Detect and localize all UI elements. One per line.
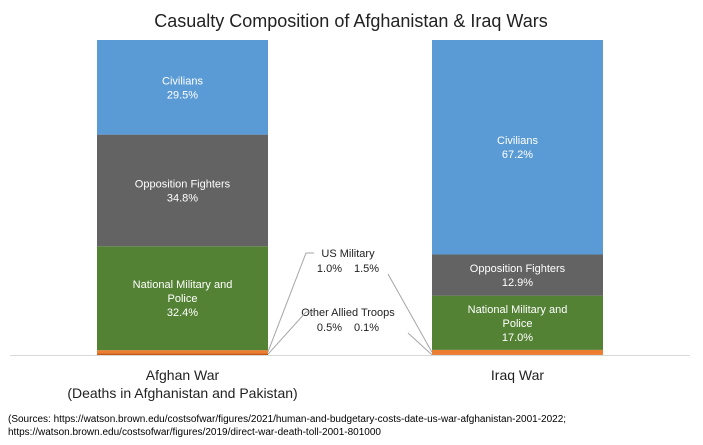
data-label-iraq-war-civilians: Civilians [497, 135, 538, 147]
data-label-iraq-war-opposition-fighters: Opposition Fighters [470, 263, 566, 275]
data-label-iraq-war-opposition-fighters: 12.9% [502, 277, 533, 289]
data-label-iraq-war-national-military-and-police: National Military and [468, 304, 568, 316]
data-label-afghan-war-opposition-fighters: 34.8% [167, 192, 198, 204]
callout-us-military: US Military [321, 248, 375, 260]
bar-iraq-war-opposition-fighters [432, 254, 603, 296]
bar-afghan-war-national-military-and-police [97, 246, 268, 351]
bar-afghan-war-civilians [97, 40, 268, 135]
data-label-iraq-war-national-military-and-police: Police [503, 318, 533, 330]
data-label-afghan-war-national-military-and-police: Police [168, 293, 198, 305]
bar-afghan-war-opposition-fighters [97, 134, 268, 247]
sources-line-1: (Sources: https://watson.brown.edu/costs… [8, 414, 567, 425]
callout-other-allied-troops: Other Allied Troops [301, 307, 395, 319]
leader-line-us-military-iraq-war [387, 273, 433, 353]
callout-value-other-allied-troops-afghan-war: 0.5% [317, 322, 342, 334]
x-tick-label-afghan-war: Afghan War [146, 367, 220, 383]
data-label-afghan-war-civilians: 29.5% [167, 89, 198, 101]
bar-afghan-war-other-allied-troops [97, 353, 268, 355]
bar-iraq-war-us-military [432, 349, 603, 355]
leader-line-other-allied-troops-iraq-war [407, 332, 433, 356]
data-label-afghan-war-national-military-and-police: 32.4% [167, 307, 198, 319]
sources-note: (Sources: https://watson.brown.edu/costs… [8, 413, 698, 439]
data-label-iraq-war-civilians: 67.2% [502, 149, 533, 161]
bar-iraq-war-national-military-and-police [432, 295, 603, 350]
data-label-afghan-war-opposition-fighters: Opposition Fighters [135, 178, 231, 190]
chart: Casualty Composition of Afghanistan & Ir… [10, 11, 690, 401]
leader-line-other-allied-troops-afghan-war [267, 311, 314, 355]
callout-value-us-military-iraq-war: 1.5% [354, 263, 379, 275]
sources-line-2: https://watson.brown.edu/costsofwar/figu… [8, 427, 381, 438]
leader-line-us-military-afghan-war [267, 252, 314, 352]
x-tick-label-iraq-war: Iraq War [491, 367, 544, 383]
x-tick-sublabel-afghan-war: (Deaths in Afghanistan and Pakistan) [67, 385, 297, 401]
data-label-afghan-war-civilians: Civilians [162, 75, 203, 87]
bar-afghan-war-us-military [97, 350, 268, 354]
chart-title: Casualty Composition of Afghanistan & Ir… [154, 11, 548, 31]
data-label-afghan-war-national-military-and-police: National Military and [133, 279, 233, 291]
callout-value-other-allied-troops-iraq-war: 0.1% [354, 322, 379, 334]
bar-iraq-war-civilians [432, 40, 603, 255]
data-label-iraq-war-national-military-and-police: 17.0% [502, 332, 533, 344]
callout-value-us-military-afghan-war: 1.0% [317, 263, 342, 275]
